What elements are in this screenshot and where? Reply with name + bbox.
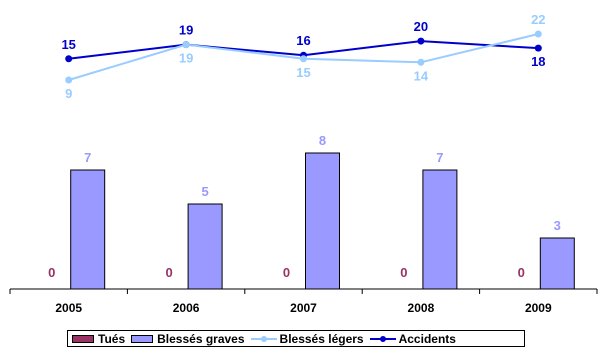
legend-item-blesses-graves: Blessés graves — [131, 331, 245, 346]
data-label-blesses-graves: 7 — [436, 150, 443, 165]
legend-label-tues: Tués — [98, 331, 126, 346]
point-bless-s-l-gers — [182, 41, 190, 49]
legend-line-accidents — [369, 334, 396, 344]
data-label-tues: 0 — [165, 265, 172, 280]
bar-blesses-graves — [187, 203, 223, 290]
x-tick-label: 2007 — [290, 301, 317, 315]
point-bless-s-l-gers — [65, 76, 73, 84]
point-bless-s-l-gers — [534, 30, 542, 38]
x-axis: 2005 2006 2007 2008 2009 — [9, 288, 598, 315]
bar-blesses-graves — [70, 169, 106, 290]
data-label-tues: 0 — [283, 265, 290, 280]
lines-layer — [65, 30, 542, 84]
value-labels: 7 0 5 0 8 0 7 0 3 0 15 19 16 20 18 9 19 15 14 22 — [48, 12, 561, 280]
x-tick-label: 2005 — [55, 301, 82, 315]
data-label-tues: 0 — [48, 265, 55, 280]
legend-item-tues: Tués — [72, 332, 125, 346]
bar-blesses-graves — [539, 237, 575, 290]
point-bless-s-l-gers — [300, 55, 307, 63]
data-label-accidents: 18 — [531, 54, 545, 69]
point-accidents — [65, 55, 73, 63]
data-label-blesses-graves: 5 — [201, 184, 208, 199]
data-label-bless-s-l-gers: 14 — [414, 68, 429, 83]
legend-label-blesses-graves: Blessés graves — [157, 331, 245, 346]
legend-item-blesses-legers: Blessés légers — [250, 331, 364, 346]
point-bless-s-l-gers — [417, 58, 425, 66]
legend-label-accidents: Accidents — [398, 331, 456, 346]
legend-swatch-blesses-graves — [131, 334, 154, 343]
legend-item-accidents: Accidents — [369, 331, 456, 346]
data-label-bless-s-l-gers: 9 — [65, 86, 72, 101]
bar-blesses-graves — [305, 152, 340, 290]
legend-swatch-tues — [72, 334, 94, 343]
x-tick-label: 2008 — [408, 301, 435, 315]
x-tick-label: 2006 — [173, 301, 200, 315]
data-label-bless-s-l-gers: 19 — [179, 51, 193, 66]
data-label-blesses-graves: 7 — [84, 150, 91, 165]
point-accidents — [417, 37, 425, 45]
data-label-accidents: 15 — [61, 37, 75, 52]
legend: Tués Blessés graves Blessés légers Accid… — [67, 330, 525, 347]
data-label-bless-s-l-gers: 22 — [531, 12, 545, 27]
data-label-accidents: 16 — [296, 33, 310, 48]
legend-label-blesses-legers: Blessés légers — [279, 331, 364, 346]
data-label-tues: 0 — [518, 265, 525, 280]
data-label-blesses-graves: 8 — [319, 133, 326, 148]
data-label-tues: 0 — [400, 265, 407, 280]
data-label-accidents: 19 — [179, 23, 193, 38]
bars-layer — [70, 152, 575, 290]
data-label-bless-s-l-gers: 15 — [296, 65, 310, 80]
data-label-accidents: 20 — [414, 19, 428, 34]
x-tick-label: 2009 — [525, 301, 552, 315]
bar-blesses-graves — [422, 169, 458, 290]
point-accidents — [534, 44, 542, 52]
legend-line-blesses-legers — [250, 334, 277, 344]
data-label-blesses-graves: 3 — [554, 218, 561, 233]
